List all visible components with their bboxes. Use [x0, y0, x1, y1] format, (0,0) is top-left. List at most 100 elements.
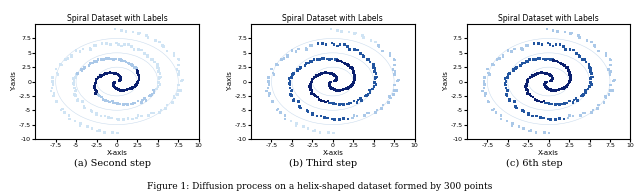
- Point: [73, 72, 83, 75]
- Point: [385, 95, 395, 98]
- Point: [479, 83, 490, 86]
- Point: [368, 63, 378, 66]
- Point: [329, 88, 339, 91]
- Point: [337, 102, 348, 106]
- Point: [49, 92, 59, 95]
- Point: [97, 74, 107, 77]
- Point: [104, 116, 114, 119]
- Point: [90, 44, 100, 47]
- Point: [330, 74, 340, 77]
- Point: [543, 41, 553, 45]
- Point: [509, 48, 520, 51]
- Point: [532, 114, 542, 117]
- Point: [546, 74, 556, 78]
- Point: [388, 68, 398, 71]
- Point: [307, 92, 317, 95]
- Point: [114, 58, 124, 61]
- Point: [479, 76, 490, 79]
- Point: [508, 68, 518, 71]
- Point: [389, 83, 399, 86]
- Point: [536, 100, 547, 103]
- Point: [79, 105, 89, 108]
- Point: [563, 67, 573, 70]
- Point: [91, 81, 101, 84]
- Point: [309, 94, 319, 97]
- Point: [547, 79, 557, 82]
- Text: Figure 1: Diffusion process on a helix-shaped dataset formed by 300 points: Figure 1: Diffusion process on a helix-s…: [147, 182, 493, 191]
- Point: [263, 80, 273, 83]
- Point: [355, 97, 365, 100]
- Point: [551, 43, 561, 46]
- Point: [556, 87, 566, 91]
- Point: [312, 58, 322, 61]
- Point: [308, 92, 319, 96]
- Point: [545, 88, 556, 91]
- Point: [522, 81, 532, 84]
- Point: [108, 82, 118, 85]
- Point: [541, 86, 552, 90]
- Point: [305, 86, 316, 89]
- Point: [592, 107, 602, 110]
- Point: [263, 76, 273, 79]
- Point: [116, 45, 127, 48]
- Point: [298, 125, 308, 128]
- Point: [307, 44, 317, 47]
- Point: [564, 114, 575, 117]
- Point: [518, 127, 529, 130]
- Point: [324, 71, 334, 74]
- Point: [347, 67, 357, 70]
- Point: [540, 82, 550, 85]
- Point: [560, 30, 570, 33]
- Point: [132, 69, 142, 72]
- Point: [321, 43, 332, 46]
- Point: [97, 96, 107, 99]
- Point: [553, 102, 563, 106]
- Point: [353, 98, 364, 102]
- Point: [571, 97, 581, 100]
- Point: [348, 80, 358, 83]
- Text: (b) Third step: (b) Third step: [289, 159, 357, 168]
- Point: [64, 118, 74, 121]
- Point: [484, 71, 494, 74]
- Point: [316, 114, 326, 117]
- Point: [549, 88, 559, 91]
- Point: [90, 81, 100, 84]
- Point: [549, 88, 559, 91]
- Point: [108, 131, 118, 134]
- Point: [286, 90, 296, 93]
- Point: [389, 89, 399, 92]
- Point: [115, 78, 125, 81]
- Point: [525, 75, 535, 79]
- Point: [554, 117, 564, 120]
- Point: [109, 85, 119, 88]
- Point: [280, 114, 290, 117]
- Point: [326, 102, 337, 105]
- Point: [330, 79, 340, 82]
- Point: [335, 59, 346, 63]
- Point: [580, 91, 591, 94]
- Point: [564, 71, 574, 74]
- Point: [529, 42, 539, 45]
- Point: [530, 98, 540, 101]
- Point: [389, 73, 399, 76]
- Point: [176, 89, 186, 92]
- Point: [273, 63, 283, 67]
- Point: [349, 32, 360, 35]
- Point: [137, 98, 147, 102]
- Point: [155, 41, 165, 44]
- Point: [101, 72, 111, 75]
- Point: [315, 131, 325, 134]
- Point: [522, 83, 532, 86]
- Point: [327, 73, 337, 76]
- Point: [574, 53, 584, 57]
- Point: [339, 117, 349, 120]
- Point: [558, 63, 568, 66]
- Point: [317, 72, 327, 75]
- Point: [512, 107, 522, 110]
- Point: [93, 94, 104, 97]
- Point: [586, 41, 596, 44]
- Point: [344, 102, 354, 105]
- Point: [566, 74, 576, 77]
- Point: [99, 131, 109, 134]
- Point: [91, 89, 101, 92]
